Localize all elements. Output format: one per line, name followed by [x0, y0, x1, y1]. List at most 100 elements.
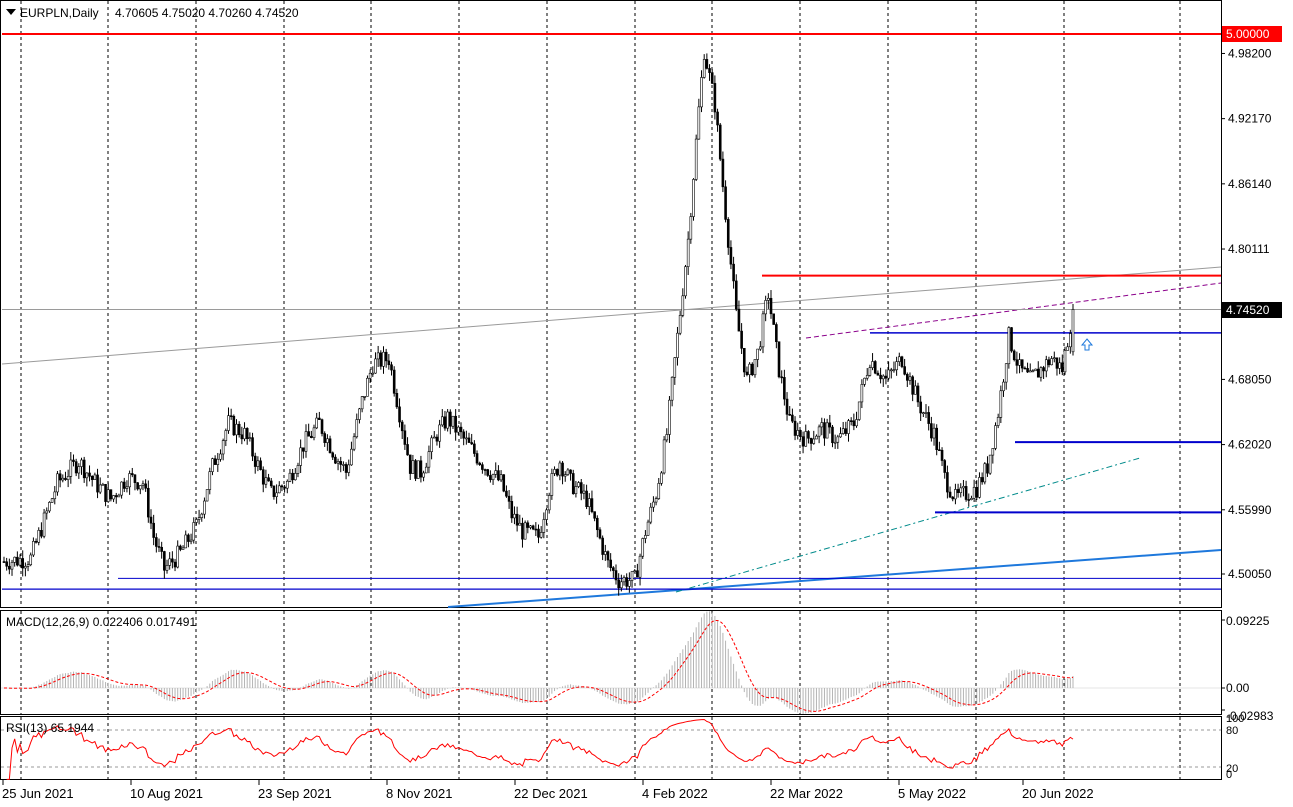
candle-body: [179, 545, 182, 550]
date-label: 8 Nov 2021: [386, 786, 453, 801]
candle-body: [114, 495, 118, 498]
candle-body: [387, 360, 391, 366]
candle-body: [427, 451, 431, 468]
candle-body: [138, 485, 142, 490]
candle-body: [277, 485, 281, 494]
candle-body: [975, 486, 979, 498]
candle-body: [571, 473, 575, 495]
candle-body: [211, 458, 214, 472]
candle-body: [443, 416, 447, 429]
candle-body: [1039, 367, 1043, 378]
candle-body: [1036, 368, 1040, 378]
candle-body: [384, 351, 388, 362]
candle-body: [641, 538, 645, 557]
candle-body: [994, 425, 997, 449]
candle-body: [125, 486, 129, 489]
candle-body: [863, 377, 866, 385]
candle-body: [176, 545, 180, 568]
macd-indicator: [1, 611, 1221, 714]
candle-body: [96, 474, 99, 493]
candle-body: [873, 361, 877, 374]
candle-body: [598, 529, 602, 539]
candle-body: [884, 375, 888, 379]
price-axis: 4.982004.921704.861404.801114.740804.680…: [1221, 46, 1272, 581]
price-tick-label: 4.55990: [1228, 503, 1272, 517]
rsi-line: [6, 718, 1074, 780]
candle-body: [593, 511, 596, 519]
candle-body: [90, 475, 94, 480]
candle-body: [906, 373, 909, 381]
candle-body: [85, 472, 89, 479]
candle-body: [272, 485, 276, 497]
candle-body: [312, 427, 316, 439]
candle-body: [590, 498, 594, 512]
rsi-frame: [0, 716, 1222, 780]
candle-body: [558, 462, 562, 476]
candle-body: [793, 420, 797, 436]
candle-body: [638, 555, 642, 578]
candle-body: [550, 473, 554, 496]
candle-body: [483, 469, 487, 471]
candle-body: [1044, 359, 1048, 372]
candle-body: [398, 406, 401, 423]
candle-body: [141, 483, 145, 486]
candle-body: [726, 219, 730, 248]
candle-body: [895, 361, 898, 371]
candle-body: [224, 430, 228, 441]
candle-body: [320, 419, 324, 434]
candle-body: [221, 440, 225, 455]
date-label: 5 May 2022: [898, 786, 966, 801]
candle-body: [173, 561, 177, 568]
rsi-label: RSI(13) 65.1944: [6, 721, 94, 735]
grid-lines: [20, 1, 1181, 779]
candle-body: [668, 399, 671, 435]
candle-body: [649, 506, 653, 523]
candle-body: [959, 487, 963, 493]
candle-body: [296, 465, 300, 474]
candle-body: [8, 565, 11, 570]
candle-body: [526, 522, 530, 528]
candle-body: [269, 480, 273, 487]
candle-body: [531, 525, 535, 530]
candle-body: [903, 366, 906, 375]
candle-body: [924, 412, 928, 414]
candle-body: [1007, 327, 1011, 365]
candle-body: [962, 486, 965, 489]
candle-body: [112, 495, 115, 500]
candle-body: [513, 513, 516, 519]
candle-body: [879, 374, 882, 380]
candle-body: [382, 351, 385, 367]
candle-body: [104, 484, 107, 502]
candle-body: [37, 530, 41, 543]
candle-body: [331, 452, 335, 458]
candle-body: [676, 332, 679, 358]
candle-body: [1002, 381, 1005, 392]
candle-body: [422, 472, 425, 478]
macd-tick-label: -0.02983: [1226, 709, 1274, 723]
candle-body: [10, 562, 14, 570]
candle-body: [900, 356, 904, 367]
date-label: 22 Mar 2022: [770, 786, 843, 801]
candle-body: [326, 438, 329, 443]
price-tick-label: 4.50050: [1228, 567, 1272, 581]
candle-body: [662, 439, 666, 474]
candle-body: [414, 460, 417, 479]
candle-body: [240, 434, 244, 440]
candle-body: [93, 474, 97, 480]
candle-body: [839, 433, 842, 438]
candle-body: [21, 558, 25, 569]
macd-signal-line: [3, 619, 1074, 712]
macd-tick-label: 0.00: [1226, 681, 1250, 695]
candle-body: [416, 460, 420, 479]
candle-body: [219, 453, 222, 460]
candle-body: [435, 436, 439, 442]
candle-body: [710, 72, 714, 84]
candle-body: [400, 421, 404, 432]
candle-body: [334, 456, 337, 464]
candle-body: [750, 363, 754, 376]
candle-body: [411, 460, 415, 474]
candle-body: [577, 482, 580, 487]
dropdown-triangle-icon[interactable]: [6, 9, 16, 15]
rsi-tick-label: 100: [1226, 713, 1244, 725]
